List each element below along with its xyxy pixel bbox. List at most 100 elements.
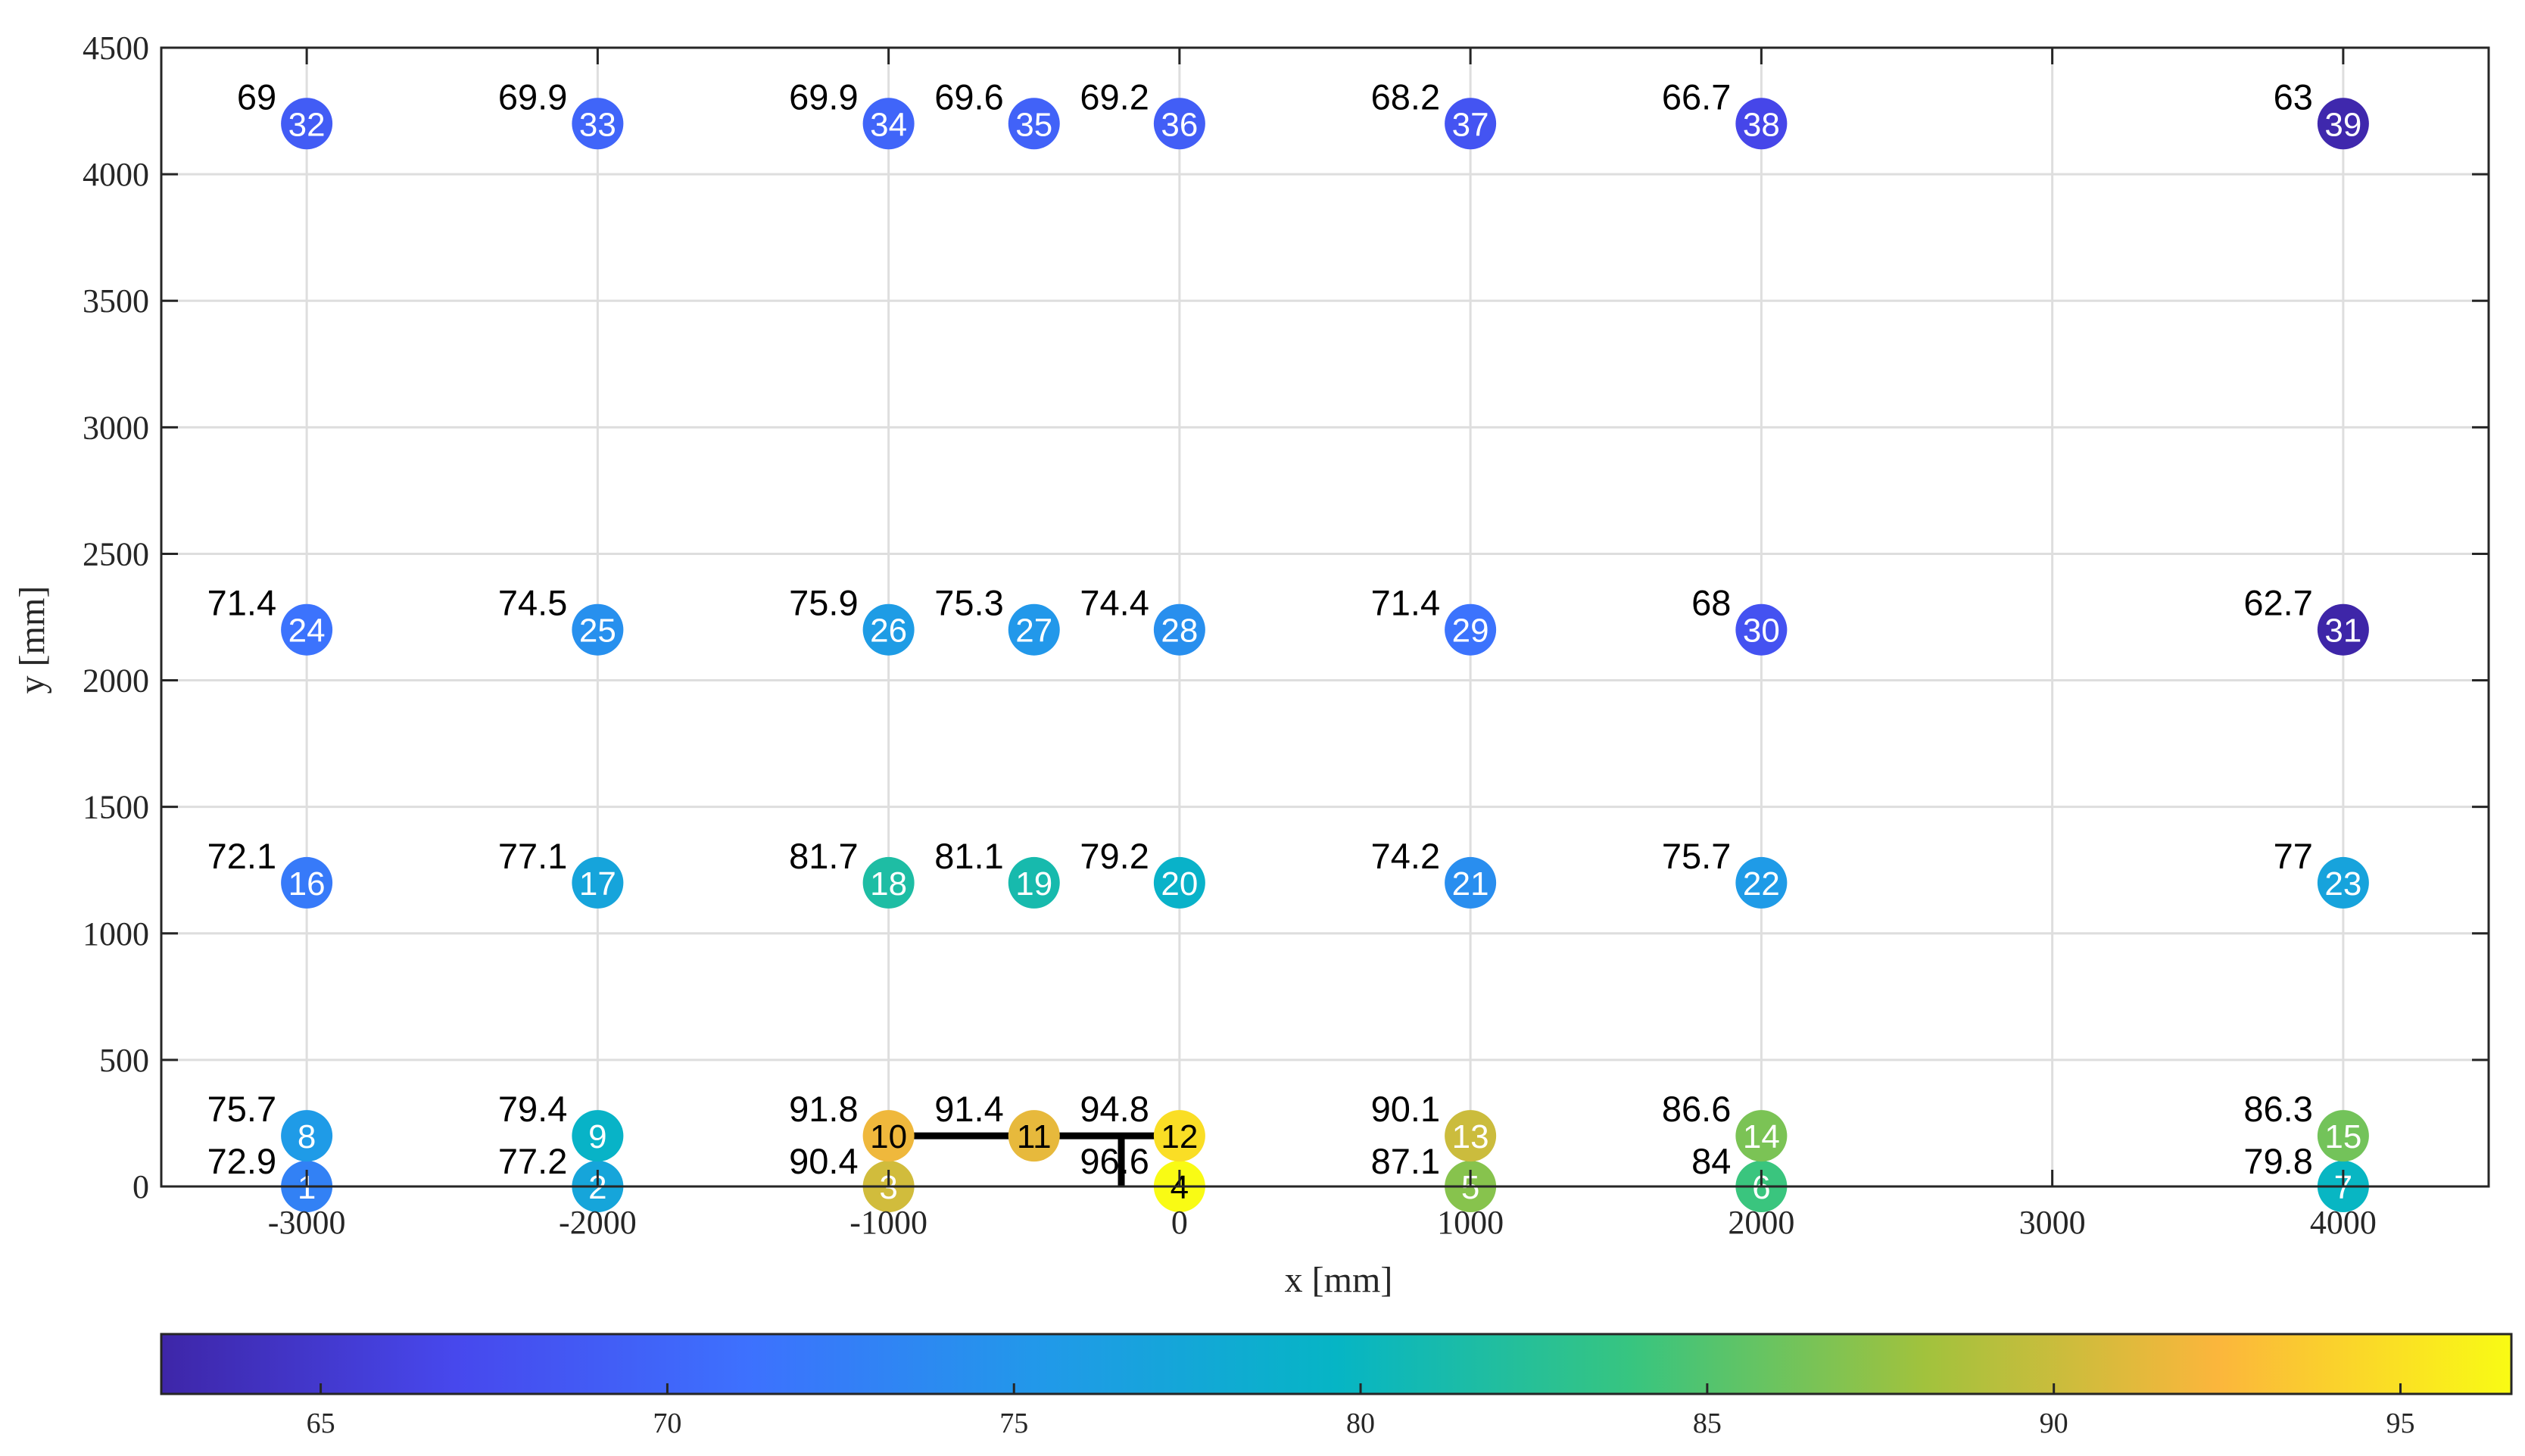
data-point [1153,1110,1205,1162]
point-id-label: 33 [579,106,616,143]
y-axis-label: y [mm] [12,586,52,694]
point-value-label: 91.4 [934,1089,1003,1129]
point-id-label: 14 [1743,1118,1780,1155]
data-point [1735,856,1788,909]
point-value-label: 86.3 [2243,1089,2312,1129]
data-point [1008,1110,1060,1162]
colorbar-tick-label: 85 [1693,1408,1722,1439]
point-value-label: 68 [1691,583,1731,623]
colorbar-tick-label: 80 [1346,1408,1375,1439]
point-id-label: 21 [1452,865,1489,903]
point-value-label: 71.4 [207,583,276,623]
x-axis-label: x [mm] [1285,1260,1393,1300]
point-value-label: 75.9 [789,583,858,623]
y-tick-label: 2000 [83,663,149,700]
point-value-label: 72.1 [207,836,276,876]
point-id-label: 17 [579,865,616,903]
point-id-label: 22 [1743,865,1780,903]
point-value-label: 86.6 [1662,1089,1731,1129]
data-point [862,856,915,909]
point-value-label: 69 [237,76,276,117]
y-tick-label: 500 [99,1042,149,1079]
data-point [1008,98,1060,150]
plot-border [160,46,2490,1188]
x-tick-label: 2000 [1728,1204,1794,1241]
point-id-label: 8 [298,1118,316,1155]
data-point [572,98,624,150]
point-id-label: 37 [1452,106,1489,143]
point-value-label: 77.1 [498,836,567,876]
point-id-label: 13 [1452,1118,1489,1155]
point-id-label: 34 [870,106,907,143]
x-tick-label: 0 [1171,1204,1188,1241]
point-value-label: 75.7 [1662,836,1731,876]
point-id-label: 26 [870,613,907,650]
point-value-label: 71.4 [1371,583,1440,623]
point-id-label: 27 [1015,613,1052,650]
point-value-label: 69.9 [498,76,567,117]
colorbar-gradient [160,1333,2513,1395]
point-value-label: 77 [2274,836,2313,876]
point-id-label: 9 [588,1118,606,1155]
y-tick-label: 1500 [83,789,149,826]
x-tick-label: -1000 [849,1204,927,1241]
data-point [1735,603,1788,656]
point-value-label: 66.7 [1662,76,1731,117]
data-point [572,1110,624,1162]
point-value-label: 91.8 [789,1089,858,1129]
data-point [281,1110,333,1162]
point-id-label: 23 [2324,865,2361,903]
point-id-label: 25 [579,613,616,650]
point-id-label: 16 [288,865,326,903]
point-value-label: 90.4 [789,1141,858,1181]
data-point [281,603,333,656]
y-tick-label: 1000 [83,915,149,952]
point-value-label: 90.1 [1371,1089,1440,1129]
point-id-label: 35 [1015,106,1052,143]
point-value-label: 79.4 [498,1089,567,1129]
x-tick-label: 3000 [2019,1204,2086,1241]
data-point [1735,1110,1788,1162]
data-points: 172.9277.2390.4496.6587.1684779.8875.797… [207,76,2369,1212]
point-value-label: 75.3 [934,583,1003,623]
colorbar-tick-label: 75 [999,1408,1028,1439]
point-id-label: 11 [1017,1118,1052,1155]
point-value-label: 72.9 [207,1141,276,1181]
point-value-label: 94.8 [1080,1089,1149,1129]
point-value-label: 74.2 [1371,836,1440,876]
point-value-label: 81.1 [934,836,1003,876]
data-point [1445,1110,1497,1162]
point-value-label: 79.8 [2243,1141,2312,1181]
y-tick-label: 4000 [83,156,149,193]
point-id-label: 28 [1161,613,1198,650]
x-tick-label: 1000 [1437,1204,1504,1241]
point-value-label: 74.5 [498,583,567,623]
point-value-label: 87.1 [1371,1141,1440,1181]
data-point [2317,603,2369,656]
point-value-label: 68.2 [1371,76,1440,117]
x-tick-label: -2000 [559,1204,637,1241]
point-value-label: 69.2 [1080,76,1149,117]
data-point [1153,98,1205,150]
data-point [2317,1110,2369,1162]
x-tick-label: -3000 [268,1204,346,1241]
point-value-label: 69.9 [789,76,858,117]
point-id-label: 20 [1161,865,1198,903]
data-point [1445,603,1497,656]
y-tick-label: 3000 [83,409,149,446]
point-id-label: 39 [2324,106,2361,143]
point-id-label: 12 [1161,1118,1198,1155]
point-value-label: 77.2 [498,1141,567,1181]
point-value-label: 81.7 [789,836,858,876]
point-id-label: 24 [288,613,326,650]
data-point [1445,856,1497,909]
point-value-label: 69.6 [934,76,1003,117]
data-point [862,1110,915,1162]
data-point [572,603,624,656]
data-point [1153,856,1205,909]
data-point [2317,856,2369,909]
axis-ticks: -3000 -2000 -1000 0 1000 2000 3000 4000 0 500 1000… [83,30,2489,1241]
point-value-label: 63 [2274,76,2313,117]
point-id-label: 15 [2324,1118,2361,1155]
y-tick-label: 2500 [83,535,149,572]
